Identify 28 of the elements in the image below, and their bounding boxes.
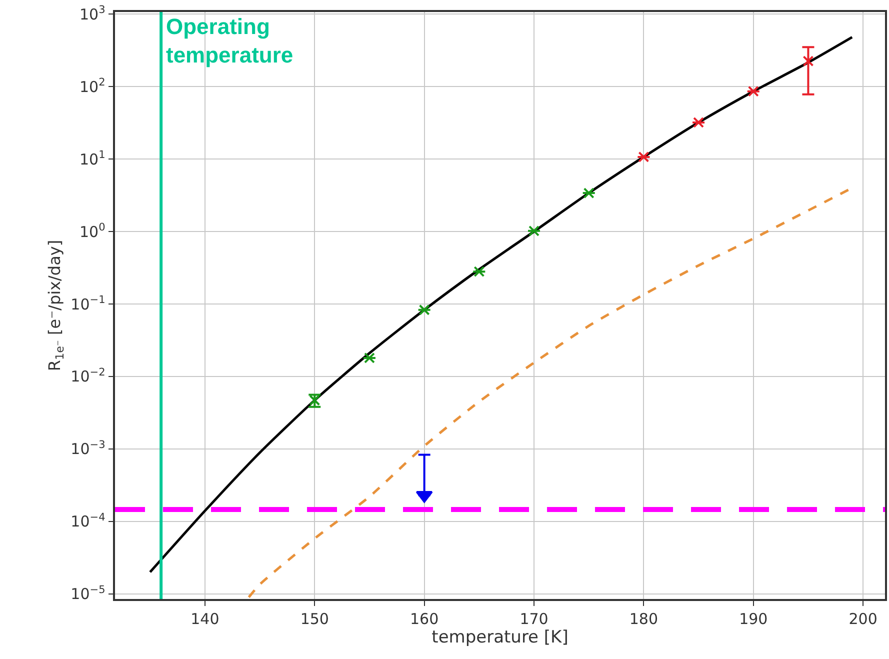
y-tick-label: 10$^{−3}$ — [70, 438, 106, 458]
x-tick-label: 150 — [300, 610, 329, 628]
y-tick-label: 10$^{−2}$ — [70, 366, 106, 386]
y-tick-label: 10$^{0}$ — [79, 221, 106, 241]
x-tick-label: 170 — [520, 610, 548, 628]
x-tick-label: 160 — [410, 610, 439, 628]
point — [583, 188, 594, 199]
point — [416, 490, 433, 503]
y-tick-label: 10$^{−1}$ — [70, 294, 106, 314]
x-axis-title: temperature [K] — [432, 628, 568, 648]
y-tick-label: 10$^{−5}$ — [70, 584, 106, 604]
point — [638, 151, 650, 162]
ref-line-label: Operating temperature — [166, 14, 294, 68]
x-tick-label: 190 — [739, 610, 768, 628]
point — [528, 225, 540, 236]
y-tick-label: 10$^{−4}$ — [70, 511, 106, 531]
x-tick-label: 140 — [190, 610, 220, 628]
point — [418, 304, 430, 316]
y-tick-label: 10$^{2}$ — [79, 76, 106, 96]
point — [474, 266, 485, 278]
y-tick-label: 10$^{1}$ — [79, 149, 106, 168]
x-tick-label: 200 — [848, 610, 878, 628]
y-tick-label: 10$^{3}$ — [79, 4, 106, 24]
point — [802, 56, 814, 67]
x-tick-label: 180 — [629, 610, 658, 628]
point — [748, 86, 759, 97]
point — [693, 116, 704, 128]
point — [364, 352, 375, 364]
